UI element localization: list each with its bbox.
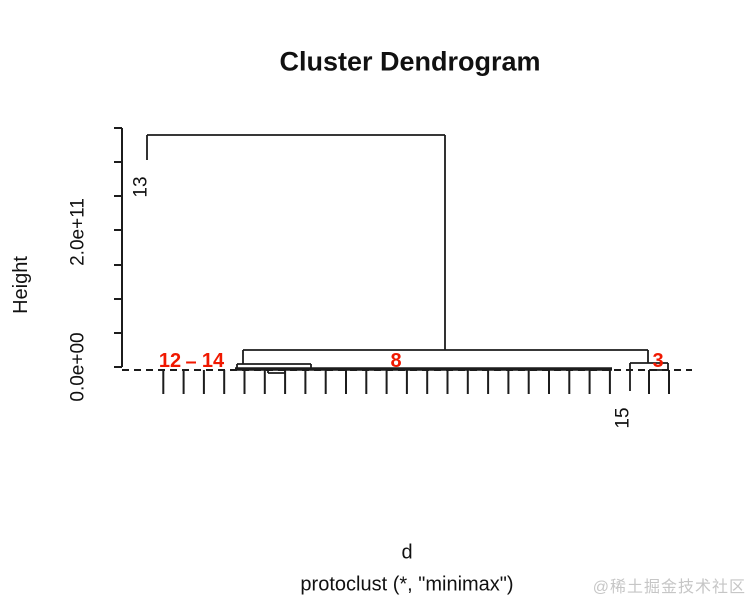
prototype-label: 12 xyxy=(159,350,181,372)
y-axis-title: Height xyxy=(10,256,32,314)
prototype-label: 14 xyxy=(202,350,225,372)
y-tick-label: 0.0e+00 xyxy=(68,332,89,401)
leaf-label: 13 xyxy=(131,176,152,197)
y-tick-label: 2.0e+11 xyxy=(68,198,89,266)
x-axis-sublabel: protoclust (*, "minimax") xyxy=(300,573,514,596)
prototype-label: 3 xyxy=(652,350,663,372)
chart-title: Cluster Dendrogram xyxy=(279,46,541,77)
watermark: @稀土掘金技术社区 xyxy=(592,579,746,596)
prototype-label: 8 xyxy=(390,350,401,372)
leaf-label: 15 xyxy=(613,407,634,428)
x-axis-label: d xyxy=(401,541,413,564)
prototype-label: – xyxy=(185,351,196,373)
